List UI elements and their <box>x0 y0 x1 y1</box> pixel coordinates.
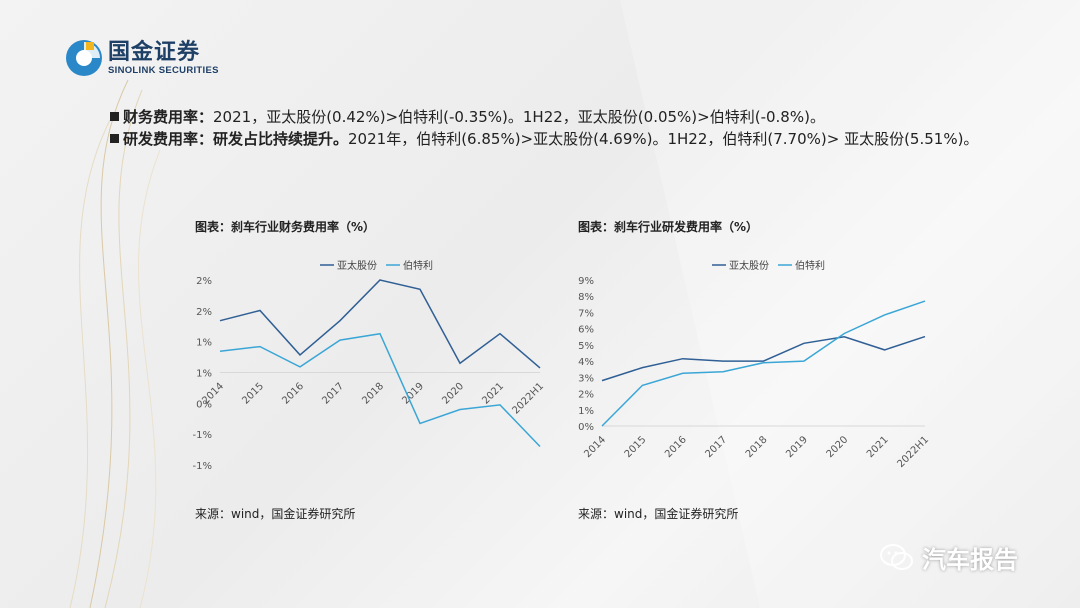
y-tick-label: 2% <box>578 390 594 401</box>
watermark: 汽车报告 <box>880 540 1018 575</box>
bullet-heading: 财务费用率： <box>123 108 214 126</box>
x-tick-label: 2018 <box>744 434 770 460</box>
summary-bullets: 财务费用率：2021，亚太股份(0.42%)>伯特利(-0.35%)。1H22，… <box>110 106 990 150</box>
watermark-text: 汽车报告 <box>922 546 1018 574</box>
x-tick-label: 2016 <box>663 434 689 460</box>
bullet-square-icon <box>110 112 119 121</box>
legend-label: 伯特利 <box>403 259 433 272</box>
rd-rate-chart: 9% 8% 7% 6% 5% 4% 3% 2% 1% 0%2014 2015 2016 2017 2018… <box>578 259 932 470</box>
bullet-text: 2021，亚太股份(0.42%)>伯特利(-0.35%)。1H22，亚太股份(0… <box>213 108 825 126</box>
x-tick-label: 2014 <box>200 381 226 407</box>
y-tick-label: 4% <box>578 357 594 368</box>
y-tick-label: 2% <box>196 307 212 318</box>
finance-rate-chart: 2% 2% 1% 1% 0% -1% -1% 2014 2015 2016 2017 2018 2019… <box>193 259 547 472</box>
y-tick-label: -1% <box>193 430 212 441</box>
y-tick-label: 0% <box>578 422 594 433</box>
x-tick-label: 2016 <box>280 381 306 407</box>
y-tick-label: 1% <box>578 406 594 417</box>
x-tick-label: 2020 <box>440 381 466 407</box>
y-tick-label: 6% <box>578 325 594 336</box>
x-tick-label: 2019 <box>400 381 426 407</box>
y-tick-label: -1% <box>193 461 212 472</box>
legend-label: 伯特利 <box>795 259 825 272</box>
x-tick-label: 2022H1 <box>896 434 932 470</box>
x-tick-label: 2014 <box>582 434 608 460</box>
bullet-square-icon <box>110 134 119 143</box>
brand-logo: 国金证券 SINOLINK SECURITIES <box>64 38 219 78</box>
y-tick-label: 1% <box>196 338 212 349</box>
y-tick-label: 9% <box>578 276 594 287</box>
x-tick-label: 2017 <box>703 434 729 460</box>
y-tick-label: 5% <box>578 341 594 352</box>
series-line-yatai <box>601 335 926 382</box>
y-tick-label: 0% <box>196 399 212 410</box>
chart-title-rd: 图表：刹车行业研发费用率（%） <box>578 220 759 234</box>
bullet-heading: 研发费用率：研发占比持续提升。 <box>123 130 349 148</box>
y-tick-label: 2% <box>196 276 212 287</box>
legend-label: 亚太股份 <box>337 259 377 272</box>
bullet-rd-rate: 研发费用率：研发占比持续提升。2021年，伯特利(6.85%)>亚太股份(4.6… <box>110 128 990 150</box>
series-line-bote <box>219 332 541 448</box>
logo-globe-icon <box>66 40 102 76</box>
chart-title-finance: 图表：刹车行业财务费用率（%） <box>195 220 376 234</box>
chart-source-finance: 来源：wind，国金证券研究所 <box>195 507 356 521</box>
x-tick-label: 2019 <box>784 434 810 460</box>
logo-chinese-name: 国金证券 <box>108 39 201 65</box>
bullet-text: 2021年，伯特利(6.85%)>亚太股份(4.69%)。1H22，伯特利(7.… <box>348 130 979 148</box>
series-line-yatai <box>219 279 541 369</box>
x-tick-label: 2015 <box>623 434 649 460</box>
y-tick-label: 3% <box>578 373 594 384</box>
x-tick-label: 2021 <box>480 381 506 407</box>
chart-source-rd: 来源：wind，国金证券研究所 <box>578 507 739 521</box>
series-line-bote <box>601 300 926 427</box>
y-tick-label: 7% <box>578 308 594 319</box>
y-tick-label: 8% <box>578 292 594 303</box>
wechat-icon <box>880 543 913 570</box>
legend-label: 亚太股份 <box>729 259 769 272</box>
logo-english-name: SINOLINK SECURITIES <box>108 64 219 76</box>
x-tick-label: 2015 <box>240 381 266 407</box>
x-tick-label: 2018 <box>360 381 386 407</box>
x-tick-label: 2021 <box>865 434 891 460</box>
bullet-finance-rate: 财务费用率：2021，亚太股份(0.42%)>伯特利(-0.35%)。1H22，… <box>110 106 990 128</box>
x-tick-label: 2017 <box>320 381 346 407</box>
x-tick-label: 2020 <box>825 434 851 460</box>
y-tick-label: 1% <box>196 369 212 380</box>
